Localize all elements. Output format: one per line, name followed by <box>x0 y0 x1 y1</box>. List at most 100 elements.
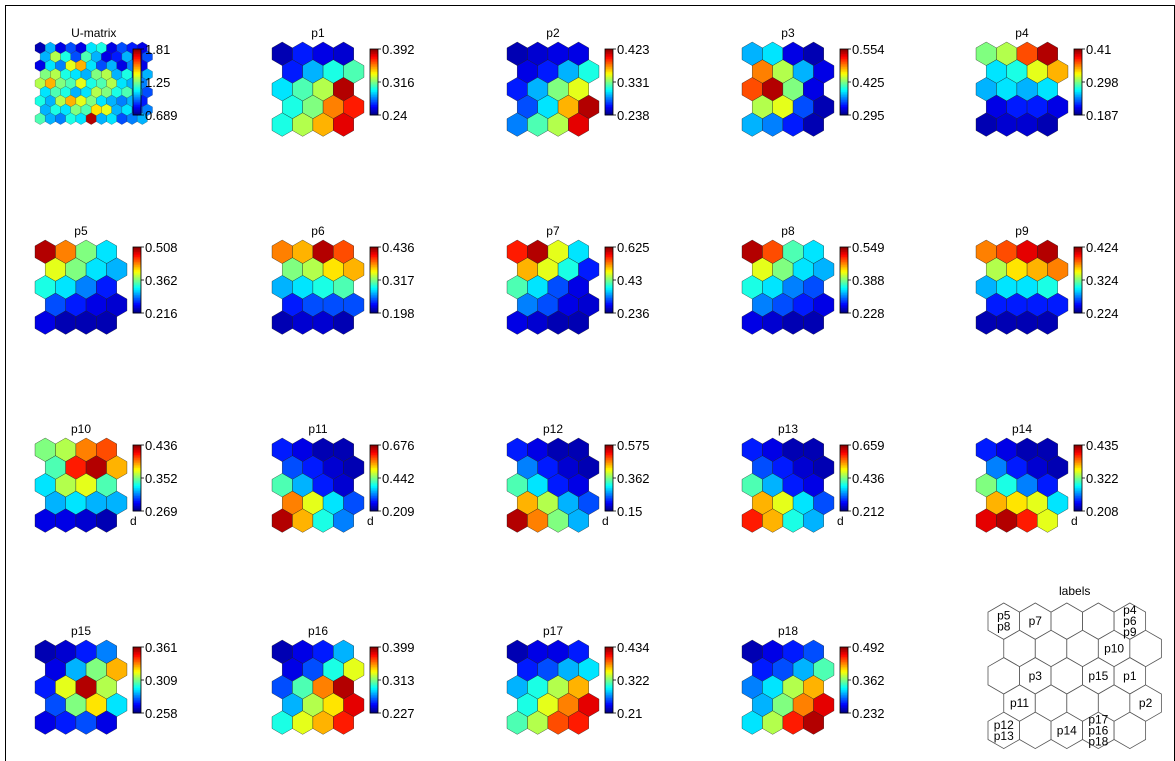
colorbar-segment <box>1074 454 1082 457</box>
colorbar-tick-label: 0.575 <box>617 438 650 453</box>
colorbar-segment <box>370 73 378 76</box>
colorbar-segment <box>840 469 848 472</box>
colorbar-segment <box>840 494 848 497</box>
colorbar-segment <box>370 276 378 279</box>
colorbar-segment <box>605 111 613 114</box>
colorbar-segment <box>840 82 848 85</box>
colorbar-tick-label: 0.425 <box>852 75 885 90</box>
colorbar-segment <box>840 499 848 502</box>
colorbar-segment <box>840 53 848 56</box>
colorbar-segment <box>133 655 141 658</box>
colorbar-segment <box>370 507 378 510</box>
plane-title: p3 <box>781 26 795 40</box>
colorbar-segment <box>840 661 848 664</box>
colorbar-segment <box>133 693 141 696</box>
colorbar-segment <box>370 296 378 299</box>
colorbar-segment <box>605 58 613 61</box>
colorbar-segment <box>605 509 613 512</box>
colorbar-segment <box>1074 451 1082 454</box>
colorbar-segment <box>1074 448 1082 451</box>
colorbar-segment <box>1074 289 1082 292</box>
colorbar-segment <box>133 478 141 481</box>
colorbar-segment <box>133 308 141 311</box>
colorbar-segment <box>133 676 141 679</box>
colorbar-tick-label: 0.625 <box>617 240 650 255</box>
colorbar-segment <box>840 668 848 671</box>
colorbar-segment <box>370 698 378 701</box>
colorbar-segment <box>133 288 141 291</box>
colorbar-segment <box>370 711 378 714</box>
colorbar-segment <box>840 678 848 681</box>
colorbar-segment <box>605 103 613 106</box>
colorbar-segment <box>370 471 378 474</box>
colorbar-segment <box>840 708 848 711</box>
colorbar-segment <box>1074 86 1082 89</box>
colorbar-segment <box>133 55 141 58</box>
hex-cell <box>568 710 589 735</box>
colorbar-segment <box>133 656 141 659</box>
colorbar-segment <box>1074 96 1082 99</box>
colorbar-segment <box>133 105 141 108</box>
colorbar-segment <box>1074 459 1082 462</box>
plane-title: p11 <box>308 422 327 436</box>
labels-title: labels <box>1059 584 1090 598</box>
colorbar-segment <box>370 509 378 512</box>
colorbar-segment <box>133 301 141 304</box>
colorbar-segment <box>840 671 848 674</box>
colorbar-segment <box>133 309 141 312</box>
colorbar-segment <box>370 708 378 711</box>
colorbar-segment <box>840 489 848 492</box>
colorbar-segment <box>605 110 613 113</box>
colorbar-segment <box>1074 494 1082 497</box>
colorbar-segment <box>1074 506 1082 509</box>
colorbar-segment <box>1074 487 1082 490</box>
colorbar-segment <box>133 468 141 471</box>
colorbar-segment <box>1074 258 1082 261</box>
colorbar-segment <box>1074 496 1082 499</box>
colorbar-segment <box>133 67 141 70</box>
colorbar-segment <box>1074 91 1082 94</box>
colorbar-segment <box>370 706 378 709</box>
colorbar-segment <box>605 70 613 73</box>
colorbar-segment <box>370 77 378 80</box>
colorbar-segment <box>370 93 378 96</box>
colorbar-segment <box>133 474 141 477</box>
colorbar-segment <box>133 106 141 109</box>
colorbar-segment <box>605 52 613 55</box>
colorbar-segment <box>1074 453 1082 456</box>
colorbar-segment <box>840 309 848 312</box>
colorbar-tick-label: 0.399 <box>382 640 415 655</box>
colorbar-segment <box>370 273 378 276</box>
colorbar-segment <box>605 459 613 462</box>
colorbar-segment <box>370 665 378 668</box>
colorbar-segment <box>840 308 848 311</box>
colorbar-tick-label: 0.212 <box>852 504 885 519</box>
colorbar-segment <box>840 105 848 108</box>
colorbar-tick-label: 0.224 <box>1086 306 1119 321</box>
colorbar-segment <box>840 696 848 699</box>
colorbar-segment <box>1074 268 1082 271</box>
colorbar-segment <box>605 686 613 689</box>
colorbar-segment <box>1074 474 1082 477</box>
colorbar-segment <box>605 448 613 451</box>
colorbar-segment <box>840 273 848 276</box>
colorbar-segment <box>605 268 613 271</box>
colorbar-segment <box>1074 75 1082 78</box>
colorbar-segment <box>133 49 141 52</box>
colorbar-segment <box>133 251 141 254</box>
colorbar-segment <box>605 299 613 302</box>
colorbar-segment <box>133 456 141 459</box>
colorbar-segment <box>605 656 613 659</box>
colorbar-segment <box>370 65 378 68</box>
colorbar-segment <box>1074 70 1082 73</box>
colorbar-segment <box>840 83 848 86</box>
colorbar-segment <box>370 696 378 699</box>
colorbar-segment <box>1074 291 1082 294</box>
colorbar-segment <box>133 449 141 452</box>
colorbar-segment <box>133 471 141 474</box>
colorbar-segment <box>133 50 141 53</box>
colorbar-segment <box>840 684 848 687</box>
colorbar-segment <box>133 653 141 656</box>
colorbar-segment <box>840 474 848 477</box>
colorbar-segment <box>133 294 141 297</box>
